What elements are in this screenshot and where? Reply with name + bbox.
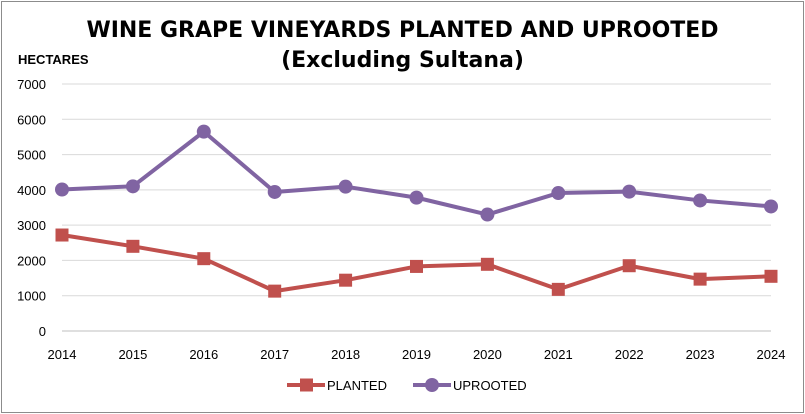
y-tick-label: 6000: [17, 112, 46, 127]
data-point-planted: [693, 272, 707, 286]
data-point-uprooted: [622, 184, 637, 199]
data-point-uprooted: [693, 193, 708, 208]
x-tick-label: 2024: [757, 347, 786, 362]
chart-title-line: WINE GRAPE VINEYARDS PLANTED AND UPROOTE…: [86, 18, 719, 43]
legend-label-uprooted: UPROOTED: [453, 378, 527, 393]
x-tick-labels: 2014 2015 2016 2017 2018 2019 2020 2021 2022 2023…: [48, 347, 786, 362]
y-tick-labels: 0 1000 2000 3000 4000 5000 6000 7000: [17, 77, 46, 339]
x-tick-label: 2018: [331, 347, 360, 362]
y-tick-label: 7000: [17, 77, 46, 92]
data-point-planted: [126, 239, 140, 253]
x-tick-label: 2017: [260, 347, 289, 362]
legend-marker-planted: [300, 378, 313, 392]
data-point-planted: [622, 259, 636, 273]
legend-marker-uprooted: [425, 378, 439, 392]
data-point-uprooted: [55, 182, 69, 197]
data-point-planted: [55, 228, 69, 242]
data-point-planted: [197, 252, 211, 266]
y-tick-label: 0: [39, 324, 46, 339]
data-point-planted: [268, 284, 282, 298]
data-point-uprooted: [267, 184, 282, 199]
data-point-planted: [480, 257, 494, 271]
x-tick-label: 2020: [473, 347, 502, 362]
x-tick-label: 2022: [615, 347, 644, 362]
x-tick-label: 2023: [686, 347, 715, 362]
chart-title: WINE GRAPE VINEYARDS PLANTED AND UPROOTE…: [0, 16, 805, 76]
x-tick-label: 2015: [118, 347, 147, 362]
y-tick-label: 1000: [17, 289, 46, 304]
data-point-uprooted: [196, 124, 211, 139]
data-point-uprooted: [125, 179, 140, 194]
data-point-uprooted: [409, 190, 424, 205]
legend-label-planted: PLANTED: [327, 378, 387, 393]
data-point-planted: [551, 282, 565, 296]
y-tick-label: 4000: [17, 183, 46, 198]
data-point-uprooted: [551, 186, 566, 201]
data-point-planted: [764, 269, 778, 283]
y-tick-label: 5000: [17, 148, 46, 163]
y-axis-label: HECTARES: [18, 52, 89, 67]
series-group: [55, 124, 778, 298]
chart-subtitle: (Excluding Sultana): [281, 48, 524, 73]
data-point-uprooted: [480, 207, 495, 222]
data-point-uprooted: [764, 199, 778, 214]
y-tick-label: 2000: [17, 253, 46, 268]
x-tick-label: 2014: [48, 347, 77, 362]
y-tick-label: 3000: [17, 218, 46, 233]
data-point-planted: [410, 259, 423, 273]
legend: PLANTED UPROOTED: [287, 378, 527, 393]
data-point-uprooted: [338, 179, 353, 194]
x-tick-label: 2016: [189, 347, 218, 362]
x-tick-label: 2019: [402, 347, 431, 362]
x-tick-label: 2021: [544, 347, 573, 362]
gridlines: [62, 83, 771, 332]
data-point-planted: [339, 273, 353, 287]
